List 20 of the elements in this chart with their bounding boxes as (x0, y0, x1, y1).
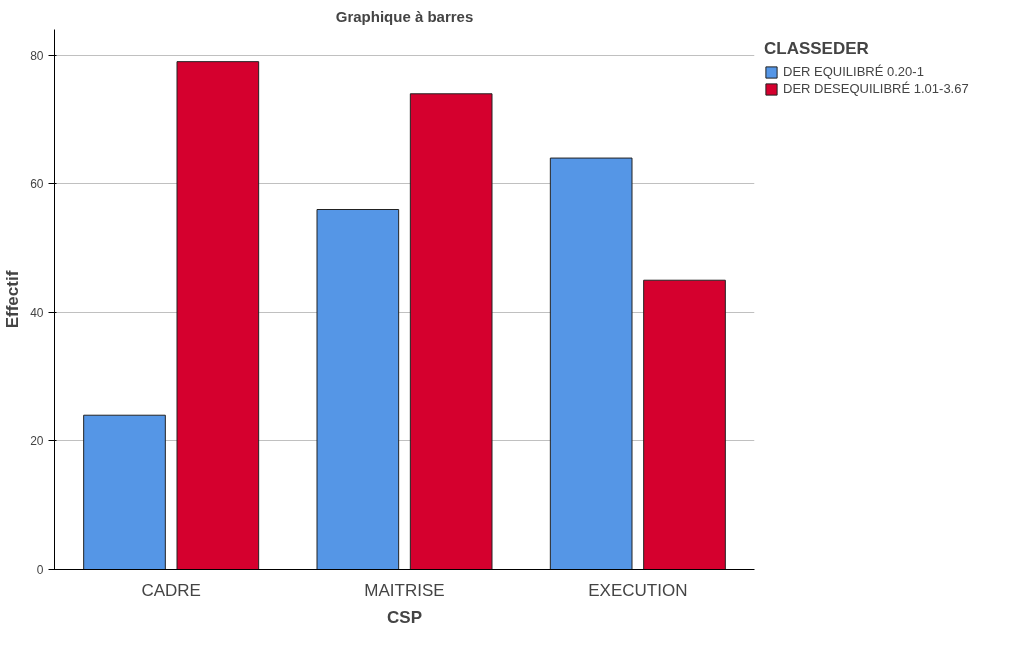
y-tick-label: 60 (30, 177, 44, 192)
legend-label: DER DESEQUILIBRÉ 1.01-3.67 (783, 81, 969, 96)
x-tick-label: CADRE (141, 580, 201, 600)
bar (83, 414, 166, 570)
y-axis-title: Effectif (3, 270, 23, 329)
legend-label: DER EQUILIBRÉ 0.20-1 (783, 64, 924, 79)
x-axis-title: CSP (387, 607, 422, 627)
bar (316, 209, 400, 570)
bar (409, 93, 493, 570)
bar (176, 61, 260, 570)
y-tick-label: 80 (30, 48, 44, 63)
legend-title: CLASSEDER (764, 39, 870, 59)
y-tick-label: 0 (36, 563, 44, 577)
y-tick-label: 20 (30, 434, 44, 449)
y-tick-label: 40 (30, 305, 44, 320)
x-tick-label: MAITRISE (364, 580, 445, 600)
bar (643, 279, 726, 570)
x-tick-label: EXECUTION (588, 580, 688, 600)
bar (549, 157, 633, 570)
chart-title: Graphique à barres (335, 7, 474, 25)
